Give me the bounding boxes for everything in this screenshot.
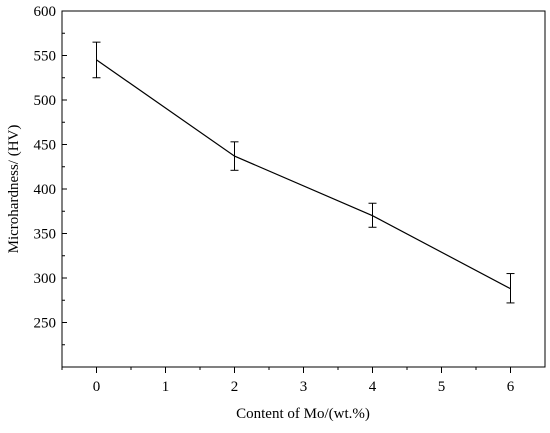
x-tick-label: 6	[507, 379, 515, 395]
x-axis-ticks: 0 1 2 3 4 5 6	[61, 367, 515, 395]
y-tick-label: 550	[34, 49, 57, 65]
error-bar	[506, 273, 515, 304]
x-tick-label: 2	[231, 379, 239, 395]
series-layer	[92, 41, 515, 304]
x-tick-label: 0	[93, 379, 101, 395]
y-tick-label: 500	[34, 93, 57, 109]
x-tick-label: 3	[300, 379, 308, 395]
y-axis-ticks: 250 300 350 400 450 500 550 600	[34, 4, 67, 346]
y-tick-label: 400	[34, 182, 57, 198]
y-tick-label: 450	[34, 138, 57, 154]
x-tick-label: 5	[438, 379, 446, 395]
error-bar	[92, 41, 101, 79]
error-bar	[230, 141, 239, 171]
y-tick-label: 300	[34, 271, 57, 287]
y-axis-label: Microhardness/ (HV)	[6, 125, 22, 254]
y-tick-label: 350	[34, 227, 57, 243]
series-line	[96, 59, 511, 290]
y-tick-label: 600	[34, 4, 57, 20]
x-tick-label: 1	[162, 379, 170, 395]
y-tick-label: 250	[34, 316, 57, 332]
error-bar	[368, 202, 377, 228]
x-axis-label: Content of Mo/(wt.%)	[236, 406, 370, 422]
plot-frame	[61, 10, 546, 368]
x-tick-label: 4	[369, 379, 377, 395]
